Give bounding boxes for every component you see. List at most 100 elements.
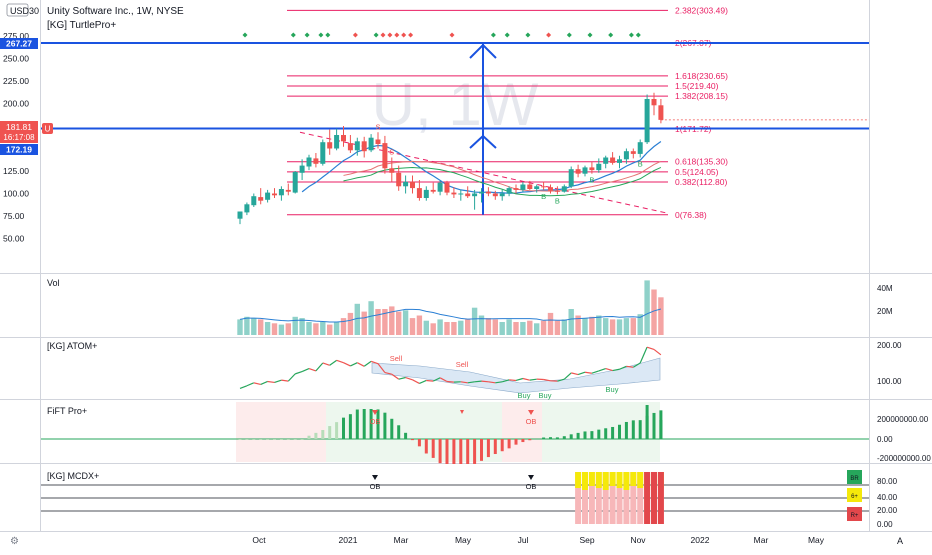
mcdx-tick-0: 0.00: [877, 520, 893, 529]
atom-tick-100: 100.00: [877, 377, 902, 386]
currency-suffix: 30: [29, 6, 39, 16]
candle-body: [389, 168, 394, 173]
candle-body: [320, 142, 325, 164]
fift-bar: [342, 418, 345, 439]
volume-bar: [424, 321, 429, 335]
candle-body: [527, 185, 532, 190]
atom-title: [KG] ATOM+: [47, 341, 97, 351]
volume-bar: [306, 322, 311, 335]
indicator-title[interactable]: [KG] TurtlePro+: [47, 20, 116, 31]
volume-bar: [396, 312, 401, 335]
fift-bar: [646, 405, 649, 439]
atom-tick-200: 200.00: [877, 341, 902, 350]
volume-bar: [348, 313, 353, 335]
volume-bar: [286, 323, 291, 335]
volume-bar: [458, 321, 463, 335]
mcdx-bar-yellow: [589, 472, 595, 486]
fift-bar: [383, 413, 386, 439]
atom-line-segment: [509, 380, 516, 381]
candle-body: [362, 141, 367, 151]
candle-body: [451, 193, 456, 195]
volume-bar: [375, 309, 380, 335]
candle-body: [300, 166, 305, 173]
price-tick-label: 75.00: [3, 211, 25, 221]
candle-body: [258, 197, 263, 201]
fift-bar: [252, 439, 255, 440]
candle-body: [431, 190, 436, 192]
volume-bar: [237, 319, 242, 335]
candle-body: [562, 186, 567, 191]
fift-bar: [570, 434, 573, 439]
fift-bar: [404, 433, 407, 439]
candle-body: [251, 196, 256, 205]
mcdx-tag-rplus-text: R+: [851, 513, 859, 519]
volume-bar: [244, 317, 249, 335]
mcdx-bar-red: [644, 472, 650, 524]
mcdx-bar-yellow: [603, 472, 609, 490]
volume-bar: [341, 318, 346, 335]
candle-body: [244, 204, 249, 212]
volume-bar: [258, 319, 263, 335]
mcdx-bar-yellow: [617, 472, 623, 488]
fib-label-1.382: 1.382(208.15): [675, 91, 728, 101]
symbol-tag: U: [45, 125, 51, 134]
volume-bar: [534, 323, 539, 335]
auto-scale-button[interactable]: A: [897, 536, 903, 546]
mcdx-bar-yellow: [582, 472, 588, 490]
fift-bar: [577, 433, 580, 439]
price-tick-label: 250.00: [3, 54, 29, 64]
candle-body: [507, 188, 512, 193]
volume-bar: [624, 318, 629, 335]
fift-bar: [487, 439, 490, 457]
fift-bar: [473, 439, 476, 464]
fift-bar: [280, 439, 283, 440]
candle-body: [624, 151, 629, 159]
candle-body: [479, 192, 484, 194]
fift-bar: [508, 439, 511, 448]
volume-bar: [293, 317, 298, 335]
fift-bar: [314, 433, 317, 439]
mcdx-bar-yellow: [575, 472, 581, 488]
atom-buy-label-1: Buy: [518, 391, 531, 400]
gear-icon[interactable]: ⚙: [10, 536, 19, 547]
volume-bar: [617, 319, 622, 335]
candle-body: [493, 194, 498, 197]
fift-bar: [584, 431, 587, 439]
candle-body: [569, 169, 574, 186]
fift-bar: [494, 439, 497, 454]
candle-body: [382, 143, 387, 168]
badge-countdown: 16:17:08: [3, 133, 35, 142]
fift-bar: [390, 419, 393, 439]
volume-bar: [582, 318, 587, 335]
candle-body: [424, 190, 429, 198]
volume-bar: [362, 312, 367, 335]
volume-bar: [279, 325, 284, 335]
volume-bar: [631, 318, 636, 335]
candle-body: [520, 185, 525, 190]
volume-bar: [251, 318, 256, 335]
fift-bar: [480, 439, 483, 461]
candle-body: [403, 182, 408, 187]
volume-bar: [500, 322, 505, 335]
time-label: Jul: [518, 535, 529, 545]
mcdx-title: [KG] MCDX+: [47, 471, 99, 481]
candle-body: [458, 194, 463, 195]
candle: [293, 171, 298, 194]
price-tick-label: 50.00: [3, 234, 25, 244]
fib-label-2.382: 2.382(303.49): [675, 5, 728, 15]
price-tick-label: 225.00: [3, 76, 29, 86]
fift-bar: [597, 430, 600, 439]
mcdx-bar-red: [658, 472, 664, 524]
currency-badge[interactable]: USD: [10, 6, 30, 16]
candle-body: [617, 159, 622, 163]
price-tick-label: 100.00: [3, 189, 29, 199]
volume-bar: [493, 319, 498, 335]
candle-body: [279, 189, 284, 195]
volume-bar: [527, 321, 532, 335]
candle-body: [576, 169, 581, 174]
candle-body: [341, 135, 346, 141]
symbol-title[interactable]: Unity Software Inc., 1W, NYSE: [47, 6, 184, 17]
candle-body: [293, 172, 298, 193]
volume-bar: [610, 319, 615, 335]
